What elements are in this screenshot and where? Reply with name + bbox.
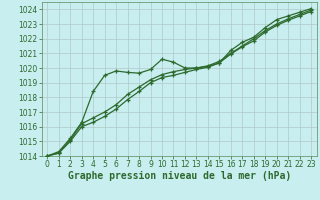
- X-axis label: Graphe pression niveau de la mer (hPa): Graphe pression niveau de la mer (hPa): [68, 171, 291, 181]
